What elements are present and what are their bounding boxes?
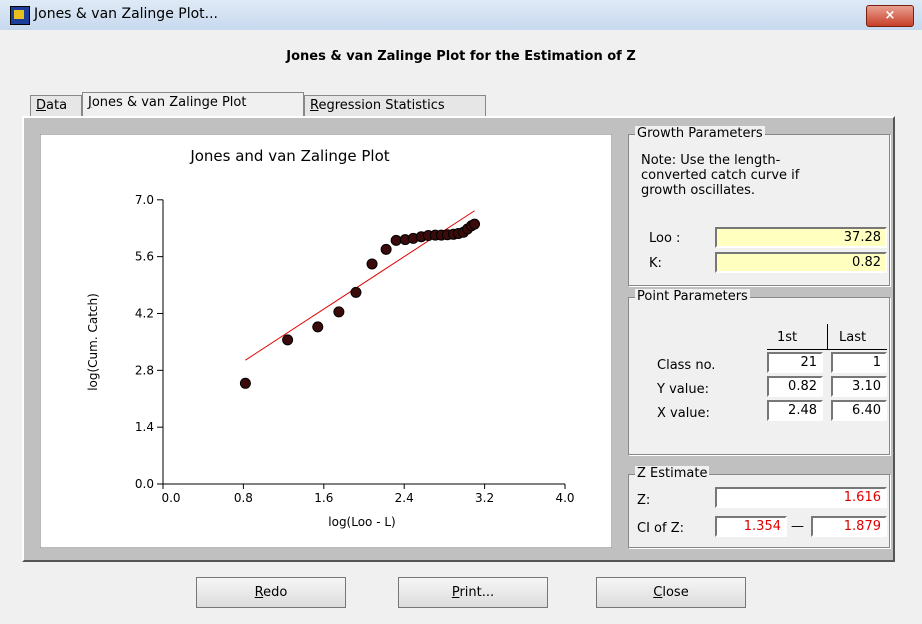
row-label: Y value:: [657, 382, 709, 397]
point: [350, 286, 362, 298]
button[interactable]: Print...: [398, 577, 548, 608]
title-bar: Jones & van Zalinge Plot... ×: [0, 0, 922, 30]
ci-low-field[interactable]: 1.354: [715, 516, 787, 537]
last-field[interactable]: 6.40: [831, 400, 887, 421]
y-tick-label: 1.4: [135, 420, 154, 434]
x-tick-label: 3.2: [475, 491, 494, 505]
window-title: Jones & van Zalinge Plot...: [34, 6, 218, 22]
field-label: Loo :: [649, 231, 681, 246]
chart-title: Jones and van Zalinge Plot: [189, 147, 389, 165]
heading: Jones & van Zalinge Plot for the Estimat…: [286, 49, 636, 64]
x-axis-label: log(Loo - L): [328, 515, 395, 529]
x-tick-label: 4.0: [555, 491, 574, 505]
z-field[interactable]: 1.616: [715, 487, 887, 508]
row-label: X value:: [657, 406, 710, 421]
point: [390, 234, 402, 246]
column-header: Last: [839, 330, 867, 345]
group-title: Point Parameters: [635, 289, 750, 304]
loo-field[interactable]: 37.28: [715, 227, 887, 248]
last-field[interactable]: 3.10: [831, 376, 887, 397]
point: [366, 258, 378, 270]
k-field[interactable]: 0.82: [715, 252, 887, 273]
last-field[interactable]: 1: [831, 352, 887, 373]
ci-high-field[interactable]: 1.879: [811, 516, 887, 537]
column-header: 1st: [777, 330, 798, 345]
point: [469, 218, 481, 230]
button[interactable]: Redo: [196, 577, 346, 608]
points-group: Point Parameters 1st Last Class no. 21 1 Y …: [628, 289, 890, 455]
x-tick-label: 0.0: [161, 491, 180, 505]
growth-group: Growth Parameters Note: Use the length-c…: [628, 126, 890, 286]
button[interactable]: Close: [596, 577, 746, 608]
tab[interactable]: Regression Statistics: [304, 95, 486, 116]
first-field[interactable]: 21: [767, 352, 823, 373]
y-tick-label: 4.2: [135, 306, 154, 320]
point: [239, 377, 251, 389]
dash: —: [791, 519, 804, 534]
group-title: Z Estimate: [635, 466, 710, 481]
point: [312, 321, 324, 333]
note: Note: Use the length-converted catch cur…: [641, 153, 800, 198]
y-tick-label: 0.0: [135, 477, 154, 491]
close-x[interactable]: ×: [866, 5, 914, 27]
x-tick-label: 2.4: [395, 491, 414, 505]
tab[interactable]: Data: [30, 95, 82, 116]
field-label: Z:: [637, 493, 651, 508]
chart: Jones and van Zalinge Plot log(Loo - L) …: [40, 134, 612, 548]
group-title: Growth Parameters: [635, 126, 765, 141]
y-axis-label: log(Cum. Catch): [86, 293, 100, 391]
z-group: Z Estimate Z: 1.616 CI of Z: 1.354 — 1.8…: [628, 466, 890, 548]
first-field[interactable]: 0.82: [767, 376, 823, 397]
x-tick-label: 1.6: [314, 491, 333, 505]
tab-active[interactable]: Jones & van Zalinge Plot: [82, 92, 304, 117]
point: [333, 306, 345, 318]
header-rule: [767, 324, 887, 350]
first-field[interactable]: 2.48: [767, 400, 823, 421]
row-label: Class no.: [657, 358, 716, 373]
field-label: K:: [649, 256, 662, 271]
field-label: CI of Z:: [637, 521, 684, 536]
point: [282, 334, 294, 346]
x-tick-label: 0.8: [234, 491, 253, 505]
app-icon: [10, 6, 30, 25]
chart-background: [40, 134, 612, 548]
y-tick-label: 7.0: [135, 193, 154, 207]
y-tick-label: 5.6: [135, 250, 154, 264]
y-tick-label: 2.8: [135, 363, 154, 377]
point: [380, 243, 392, 255]
